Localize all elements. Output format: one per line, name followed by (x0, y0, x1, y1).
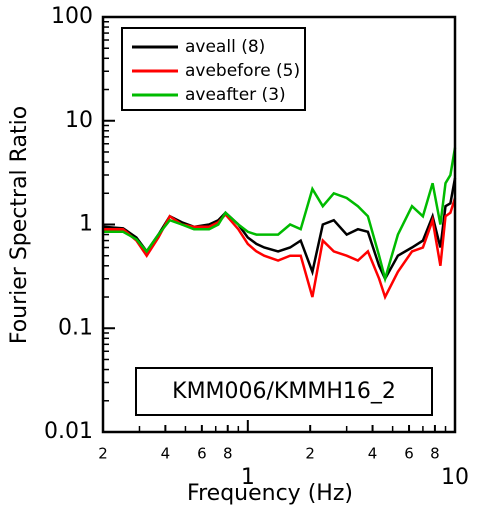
x-axis-label: Frequency (Hz) (187, 481, 353, 506)
y-tick-label: 1 (79, 212, 93, 237)
x-tick-label: 6 (404, 445, 414, 463)
legend-label: avebefore (5) (185, 61, 300, 81)
series-line (103, 147, 457, 284)
x-tick-label: 2 (305, 445, 315, 463)
annotation-box (135, 367, 433, 416)
legend-label: aveall (8) (185, 37, 265, 57)
x-tick-label: 8 (223, 445, 233, 463)
x-tick-label: 6 (197, 445, 207, 463)
x-tick-label: 4 (368, 445, 378, 463)
y-tick-label: 0.01 (44, 419, 93, 444)
y-axis-label: Fourier Spectral Ratio (7, 106, 32, 344)
series-line (103, 197, 457, 301)
annotation: KMM006/KMMH16_2 (172, 379, 396, 404)
y-tick-label: 0.1 (58, 315, 93, 340)
x-tick-label: 4 (161, 445, 171, 463)
legend-label: aveafter (3) (185, 85, 286, 105)
y-tick-label: 100 (51, 4, 93, 29)
x-tick-label: 8 (430, 445, 440, 463)
x-tick-label: 10 (441, 465, 469, 490)
x-tick-label: 2 (98, 445, 108, 463)
plot-frame (101, 15, 457, 434)
y-tick-label: 10 (65, 108, 93, 133)
x-tick-label: 1 (241, 465, 255, 490)
